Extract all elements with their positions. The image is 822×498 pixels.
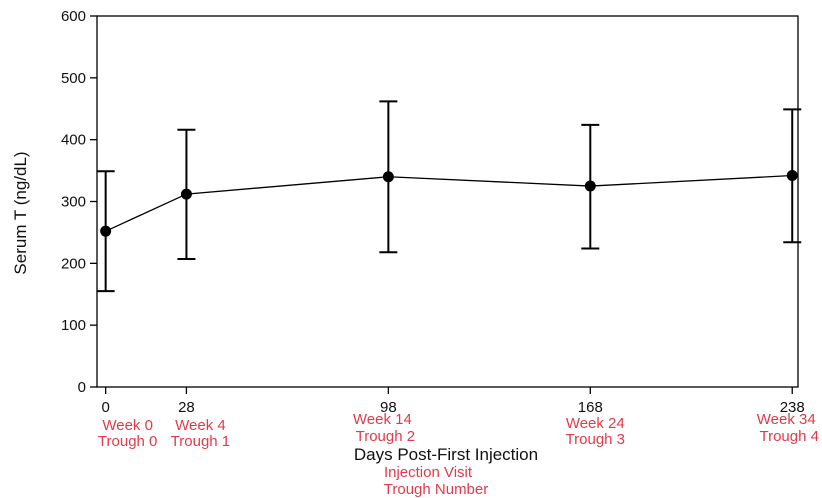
x-annotation-visit: Week 14	[353, 411, 412, 428]
annotation-legend-trough: Trough Number	[384, 481, 489, 498]
x-annotation-trough: Trough 0	[98, 433, 157, 450]
x-tick-label: 168	[578, 399, 603, 416]
y-tick-label: 100	[61, 317, 86, 334]
y-tick-label: 300	[61, 194, 86, 211]
data-point	[180, 188, 192, 200]
series	[96, 100, 802, 293]
y-tick-label: 600	[61, 8, 86, 25]
x-annotation-trough: Trough 4	[759, 428, 818, 445]
y-tick-label: 400	[61, 132, 86, 149]
x-axis-label: Days Post-First Injection	[354, 445, 538, 464]
x-tick-label: 238	[780, 399, 805, 416]
x-tick-label: 98	[380, 399, 397, 416]
axes	[96, 15, 799, 388]
x-annotation-trough: Trough 3	[566, 431, 625, 448]
y-tick-label: 500	[61, 70, 86, 87]
x-tick-label: 28	[178, 399, 195, 416]
x-annotation-visit: Week 0	[102, 417, 153, 434]
x-annotation-visit: Week 34	[757, 411, 816, 428]
annotation-legend-visit: Injection Visit	[384, 464, 473, 481]
x-annotation-trough: Trough 2	[356, 428, 415, 445]
x-annotation-trough: Trough 1	[171, 433, 230, 450]
series-line	[105, 174, 793, 232]
x-annotation-visit: Week 4	[175, 417, 226, 434]
x-tick-label: 0	[101, 399, 109, 416]
y-ticks: 0 100 200 300 400 500 600	[61, 8, 97, 396]
y-tick-label: 0	[78, 379, 86, 396]
x-ticks: 0 28 98 168 238	[101, 387, 805, 416]
plot-frame	[96, 15, 799, 388]
data-point	[382, 171, 394, 183]
y-axis-label: Serum T (ng/dL)	[11, 151, 30, 274]
data-point	[584, 180, 596, 192]
data-point	[100, 225, 112, 237]
y-tick-label: 200	[61, 255, 86, 272]
x-annotation-visit: Week 24	[566, 415, 625, 432]
data-point	[786, 170, 798, 182]
